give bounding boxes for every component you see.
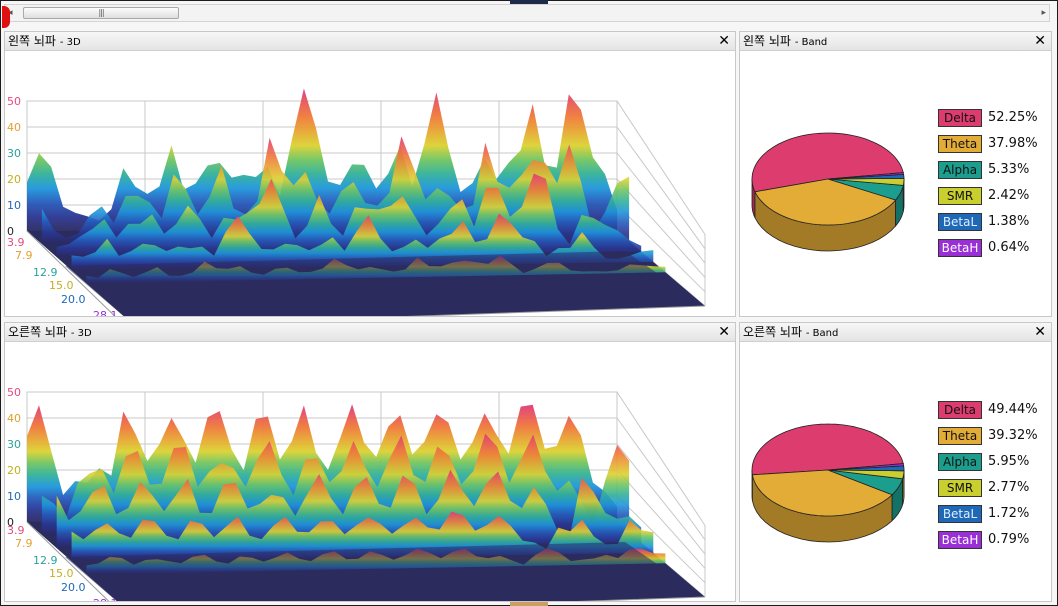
panel-header: 오른쪽 뇌파 - 3D ✕ xyxy=(5,323,735,342)
panel-header: 왼쪽 뇌파 - Band ✕ xyxy=(740,32,1051,51)
panel-header: 왼쪽 뇌파 - 3D ✕ xyxy=(5,32,735,51)
pie-slice-betah xyxy=(827,463,905,471)
legend-swatch: BetaL xyxy=(938,505,982,523)
freq-tick-label: 20.0 xyxy=(61,581,86,594)
legend-swatch: BetaH xyxy=(938,239,982,257)
close-icon[interactable]: ✕ xyxy=(1034,33,1046,49)
legend-percent: 1.38% xyxy=(988,214,1030,229)
freq-tick-label: 12.9 xyxy=(33,266,58,279)
legend-percent: 5.33% xyxy=(988,162,1030,177)
left-band-panel: 왼쪽 뇌파 - Band ✕ Delta 52.25% Theta 37.98% Alp… xyxy=(739,31,1052,317)
left-3d-chart: 50 40 30 20 10 03.97.912.915.020.0 28.1 xyxy=(7,88,706,317)
z-tick-label: 20 xyxy=(7,173,21,186)
panel-title: 오른쪽 뇌파 xyxy=(743,325,803,339)
panel-subtitle: - Band xyxy=(794,37,828,48)
z-tick-label: 30 xyxy=(7,147,21,160)
z-tick-label: 0 xyxy=(7,225,14,238)
grip-icon: ||| xyxy=(98,8,104,17)
freq-tick-label: 7.9 xyxy=(15,537,33,550)
freq-tick-label: 28.1 xyxy=(93,309,118,317)
legend-percent: 2.77% xyxy=(988,480,1030,495)
freq-tick-label: 3.9 xyxy=(7,236,25,249)
window-bottom-marker xyxy=(510,601,548,606)
z-tick-label: 20 xyxy=(7,464,21,477)
left-band-pie xyxy=(751,132,905,252)
pie-slice-alpha xyxy=(827,178,904,201)
pie-slice-alpha xyxy=(827,469,904,496)
pie-slice-theta xyxy=(754,178,897,226)
panel-title: 왼쪽 뇌파 xyxy=(743,34,791,48)
pie-slice-delta xyxy=(751,423,904,476)
surface-floor-shade xyxy=(65,251,705,316)
scroll-right-icon[interactable]: ▸ xyxy=(1041,8,1046,18)
close-icon[interactable]: ✕ xyxy=(718,324,730,340)
legend-percent: 2.42% xyxy=(988,188,1030,203)
freq-tick-label: 12.9 xyxy=(33,554,58,567)
close-icon[interactable]: ✕ xyxy=(718,33,730,49)
window-top-marker xyxy=(510,0,548,4)
legend-swatch: BetaL xyxy=(938,213,982,231)
freq-tick-label: 28.1 xyxy=(93,597,118,602)
close-icon[interactable]: ✕ xyxy=(1034,324,1046,340)
z-tick-label: 10 xyxy=(7,490,21,503)
panel-subtitle: - Band xyxy=(805,328,839,339)
pie-slice-betah xyxy=(827,172,905,180)
legend-swatch: BetaH xyxy=(938,531,982,549)
legend-percent: 39.32% xyxy=(988,428,1038,443)
freq-tick-label: 7.9 xyxy=(15,249,33,262)
legend-swatch: SMR xyxy=(938,187,982,205)
legend-percent: 0.79% xyxy=(988,532,1030,547)
freq-tick-label: 15.0 xyxy=(49,567,74,580)
legend-percent: 37.98% xyxy=(988,136,1038,151)
panel-header: 오른쪽 뇌파 - Band ✕ xyxy=(740,323,1051,342)
legend-percent: 52.25% xyxy=(988,110,1038,125)
freq-tick-label: 3.9 xyxy=(7,524,25,537)
z-tick-label: 0 xyxy=(7,516,14,529)
legend-swatch: SMR xyxy=(938,479,982,497)
right-band-pie xyxy=(751,423,905,543)
surface-floor-shade xyxy=(65,542,705,601)
z-tick-label: 50 xyxy=(7,386,21,399)
scroll-left-icon[interactable]: ◂ xyxy=(8,8,13,18)
red-indicator-icon xyxy=(2,6,10,28)
panel-subtitle: - 3D xyxy=(59,37,81,48)
right-band-panel: 오른쪽 뇌파 - Band ✕ Delta 49.44% Theta 39.32% Al… xyxy=(739,322,1052,602)
legend-swatch: Theta xyxy=(938,427,982,445)
legend-swatch: Alpha xyxy=(938,453,982,471)
right-3d-panel: 오른쪽 뇌파 - 3D ✕ 50 40 30 20 10 0 3.9 7.9 12.9 15.0 2… xyxy=(4,322,736,602)
panel-subtitle: - 3D xyxy=(70,328,92,339)
legend-percent: 49.44% xyxy=(988,402,1038,417)
left-3d-panel: 왼쪽 뇌파 - 3D ✕ 50 40 30 20 10 0 3.9 7.9 12.9 15.0 20… xyxy=(4,31,736,317)
freq-tick-label: 20.0 xyxy=(61,293,86,306)
pie-slice-delta xyxy=(751,132,904,193)
legend-swatch: Delta xyxy=(938,109,982,127)
legend-percent: 1.72% xyxy=(988,506,1030,521)
z-tick-label: 10 xyxy=(7,199,21,212)
scrollbar-thumb[interactable]: ||| xyxy=(23,7,179,19)
z-tick-label: 50 xyxy=(7,95,21,108)
horizontal-scrollbar[interactable]: ◂ ||| ▸ xyxy=(4,4,1050,22)
legend-percent: 5.95% xyxy=(988,454,1030,469)
right-3d-chart: 50 40 30 20 10 03.97.912.915.020.0 28.1 xyxy=(7,386,706,602)
z-tick-label: 30 xyxy=(7,438,21,451)
freq-tick-label: 15.0 xyxy=(49,279,74,292)
z-tick-label: 40 xyxy=(7,121,21,134)
legend-swatch: Theta xyxy=(938,135,982,153)
panel-title: 오른쪽 뇌파 xyxy=(8,325,68,339)
legend-swatch: Delta xyxy=(938,401,982,419)
legend-percent: 0.64% xyxy=(988,240,1030,255)
legend-swatch: Alpha xyxy=(938,161,982,179)
z-tick-label: 40 xyxy=(7,412,21,425)
panel-title: 왼쪽 뇌파 xyxy=(8,34,56,48)
